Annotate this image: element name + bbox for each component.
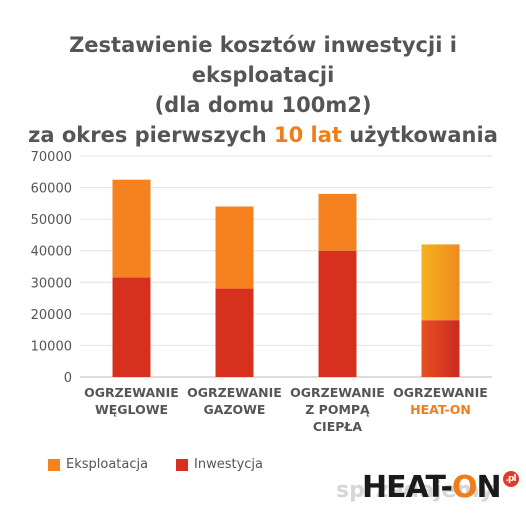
logo-text-a: HEAT- [362, 470, 453, 505]
y-tick-label: 60000 [31, 182, 72, 197]
bar-inwestycja [112, 277, 151, 377]
watermark: sprzedajemy [336, 478, 494, 503]
x-tick-label: CIEPŁA [313, 419, 363, 434]
bar-eksploatacja [112, 179, 151, 278]
heat-on-logo: HEAT-ON .pl [362, 470, 519, 505]
bar-inwestycja [318, 250, 357, 377]
x-tick-label: OGRZEWANIE [84, 385, 179, 400]
y-axis-ticks: 0 10000 20000 30000 40000 50000 60000 70000 [31, 150, 72, 386]
bar-eksploatacja [215, 206, 254, 289]
x-tick-label: HEAT-ON [410, 402, 471, 417]
x-tick-label: OGRZEWANIE [290, 385, 385, 400]
title-line-3-post: użytkowania [341, 123, 498, 147]
legend-swatch-inwestycja [176, 458, 188, 471]
title-line-3-pre: za okres pierwszych [28, 123, 274, 147]
x-tick-label: OGRZEWANIE [187, 385, 282, 400]
y-tick-label: 20000 [31, 308, 72, 323]
chart-title: Zestawienie kosztów inwestycji i eksploa… [0, 30, 526, 150]
y-tick-label: 0 [64, 371, 72, 386]
legend-inwestycja: Inwestycja [176, 457, 263, 472]
bar-eksploatacja [421, 244, 460, 321]
y-tick-label: 30000 [31, 276, 72, 291]
y-tick-label: 70000 [31, 150, 72, 165]
y-tick-label: 50000 [31, 213, 72, 228]
logo-badge: .pl [502, 471, 519, 487]
legend-label-inwestycja: Inwestycja [194, 457, 263, 472]
x-tick-label: Z POMPĄ [305, 402, 370, 417]
title-line-1: Zestawienie kosztów inwestycji i eksploa… [69, 33, 457, 87]
x-axis-labels: OGRZEWANIE WĘGLOWE OGRZEWANIE GAZOWE OGRZEWA… [84, 385, 488, 434]
logo-text-o: O [452, 470, 477, 505]
legend-label-eksploatacja: Eksploatacja [66, 457, 149, 472]
bar-inwestycja [215, 288, 254, 377]
title-line-3: za okres pierwszych 10 lat użytkowania [0, 120, 526, 150]
x-tick-label: WĘGLOWE [95, 402, 168, 417]
title-highlight: 10 lat [273, 123, 342, 147]
logo-text-n: N [476, 470, 502, 505]
bars [112, 179, 460, 377]
x-tick-label: GAZOWE [204, 402, 266, 417]
legend-swatch-eksploatacja [48, 458, 60, 471]
y-tick-label: 10000 [31, 339, 72, 354]
bar-eksploatacja [318, 193, 357, 251]
bar-inwestycja [421, 320, 460, 377]
title-line-2: (dla domu 100m2) [154, 93, 372, 117]
y-tick-label: 40000 [31, 245, 72, 260]
x-tick-label: OGRZEWANIE [393, 385, 488, 400]
legend-eksploatacja: Eksploatacja [48, 457, 148, 472]
